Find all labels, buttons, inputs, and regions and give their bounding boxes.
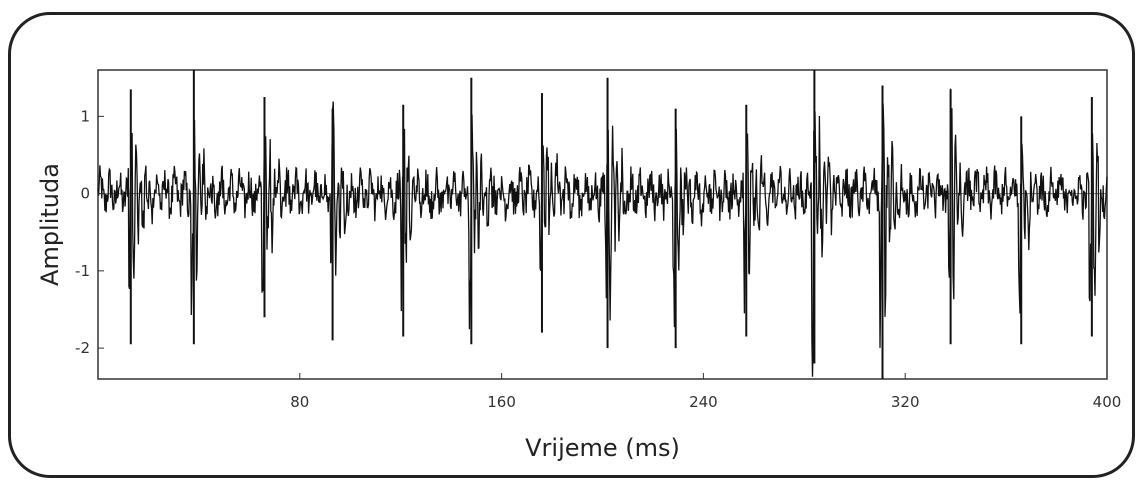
y-axis-label: Amplituda bbox=[36, 163, 64, 286]
signal-line bbox=[97, 88, 1108, 377]
x-tick-label: 400 bbox=[1093, 393, 1122, 411]
y-tick-label: -1 bbox=[75, 262, 90, 280]
x-tick-label: 80 bbox=[290, 393, 309, 411]
signal-series bbox=[97, 70, 1108, 379]
x-tick-label: 160 bbox=[487, 393, 516, 411]
plot-area bbox=[97, 69, 1108, 380]
y-axis-ticks: 1 0 -1 -2 bbox=[75, 107, 104, 357]
x-axis-label: Vrijeme (ms) bbox=[525, 434, 680, 462]
y-tick-label: 0 bbox=[80, 185, 90, 203]
x-axis-ticks: 80 160 240 320 400 bbox=[290, 373, 1121, 411]
y-tick-label: -2 bbox=[75, 339, 90, 357]
x-tick-label: 320 bbox=[891, 393, 920, 411]
chart-frame bbox=[8, 12, 1135, 478]
x-tick-label: 240 bbox=[689, 393, 718, 411]
y-tick-label: 1 bbox=[80, 107, 90, 125]
